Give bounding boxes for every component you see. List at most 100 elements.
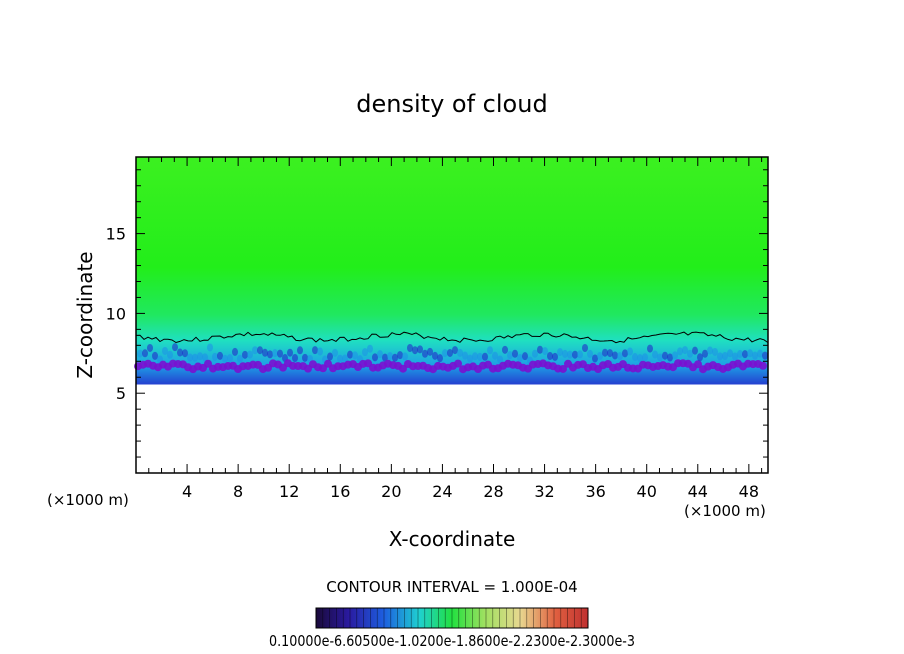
y-axis-label: Z-coordinate xyxy=(73,251,97,378)
band-blob xyxy=(392,353,398,362)
band-blob xyxy=(172,343,178,352)
band-blob xyxy=(197,352,203,361)
band-blob xyxy=(412,346,418,355)
band-blob xyxy=(657,353,663,362)
band-blob xyxy=(337,354,343,363)
cloud-base-band xyxy=(134,343,768,374)
band-blob xyxy=(647,344,653,353)
band-blob xyxy=(477,352,483,361)
band-blob xyxy=(752,351,758,360)
y-tick-label: 15 xyxy=(106,225,126,244)
band-blob xyxy=(562,349,568,358)
band-blob xyxy=(622,349,628,358)
band-blob xyxy=(462,351,468,360)
band-blob xyxy=(602,348,608,357)
band-blob xyxy=(572,350,578,359)
colorbar-ticks xyxy=(322,608,582,628)
band-blob xyxy=(702,349,708,358)
x-tick-label: 40 xyxy=(637,482,657,501)
band-blob xyxy=(552,352,558,361)
band-blob xyxy=(522,352,528,361)
band-blob xyxy=(247,350,253,359)
band-blob xyxy=(407,343,413,352)
band-blob xyxy=(532,349,538,358)
y-ticks: 5 10 15 xyxy=(106,169,768,458)
band-blob xyxy=(422,349,428,358)
band-blob xyxy=(762,351,768,360)
colorbar-labels: 0.10000e-6.60500e-1.0200e-1.8600e-2.2300… xyxy=(269,632,635,650)
x-tick-label: 32 xyxy=(534,482,554,501)
band-blob xyxy=(207,343,213,352)
band-blob xyxy=(257,346,263,355)
band-blob xyxy=(162,346,168,355)
band-blob xyxy=(399,364,407,373)
band-blob xyxy=(152,351,158,360)
band-blob xyxy=(742,350,748,359)
band-blob xyxy=(559,364,567,373)
x-tick-label: 4 xyxy=(182,482,192,501)
band-blob xyxy=(707,346,713,355)
band-blob xyxy=(397,351,403,360)
band-blob xyxy=(512,349,518,358)
band-blob xyxy=(722,351,728,360)
chart-title: density of cloud xyxy=(356,90,547,118)
band-blob xyxy=(467,354,473,363)
band-blob xyxy=(147,343,153,352)
band-blob xyxy=(347,350,353,359)
band-blob xyxy=(372,353,378,362)
band-blob xyxy=(342,354,348,363)
band-blob xyxy=(577,350,583,359)
band-blob xyxy=(612,351,618,360)
band-blob xyxy=(717,352,723,361)
band-blob xyxy=(427,347,433,356)
x-ticks: 4 8 12 16 20 24 28 32 36 40 44 48 xyxy=(148,157,763,501)
y-tick-label: 10 xyxy=(106,304,126,323)
band-blob xyxy=(202,353,208,362)
band-blob xyxy=(637,354,643,363)
band-blob xyxy=(447,348,453,357)
band-blob xyxy=(187,353,193,362)
band-blob xyxy=(242,350,248,359)
band-blob xyxy=(272,349,278,358)
band-blob xyxy=(642,353,648,362)
band-blob xyxy=(332,348,338,357)
band-blob xyxy=(452,346,458,355)
band-blob xyxy=(277,349,283,358)
band-blob xyxy=(542,347,548,356)
band-blob xyxy=(627,347,633,356)
band-blob xyxy=(632,353,638,362)
band-blob xyxy=(327,352,333,361)
band-blob xyxy=(212,352,218,361)
band-blob xyxy=(547,352,553,361)
band-blob xyxy=(537,345,543,354)
band-blob xyxy=(417,345,423,354)
band-blob xyxy=(694,360,702,369)
band-blob xyxy=(237,354,243,363)
band-blob xyxy=(227,354,233,363)
band-blob xyxy=(437,354,443,363)
band-blob xyxy=(507,351,513,360)
band-blob xyxy=(592,354,598,363)
x-tick-label: 36 xyxy=(585,482,605,501)
band-blob xyxy=(262,348,268,357)
x-tick-label: 28 xyxy=(483,482,503,501)
band-blob xyxy=(747,349,753,358)
band-blob xyxy=(587,349,593,358)
x-unit-label: (×1000 m) xyxy=(684,502,766,520)
density-field xyxy=(136,157,768,473)
band-blob xyxy=(737,350,743,359)
band-blob xyxy=(652,350,658,359)
band-blob xyxy=(557,348,563,357)
band-blob xyxy=(677,347,683,356)
band-blob xyxy=(497,355,503,364)
x-tick-label: 20 xyxy=(381,482,401,501)
contour-interval: CONTOUR INTERVAL = 1.000E-04 xyxy=(326,578,577,596)
band-blob xyxy=(662,351,668,360)
band-blob xyxy=(667,353,673,362)
band-blob xyxy=(302,353,308,362)
contour-line xyxy=(135,331,769,344)
plot-frame xyxy=(135,156,769,474)
x-tick-label: 48 xyxy=(739,482,759,501)
